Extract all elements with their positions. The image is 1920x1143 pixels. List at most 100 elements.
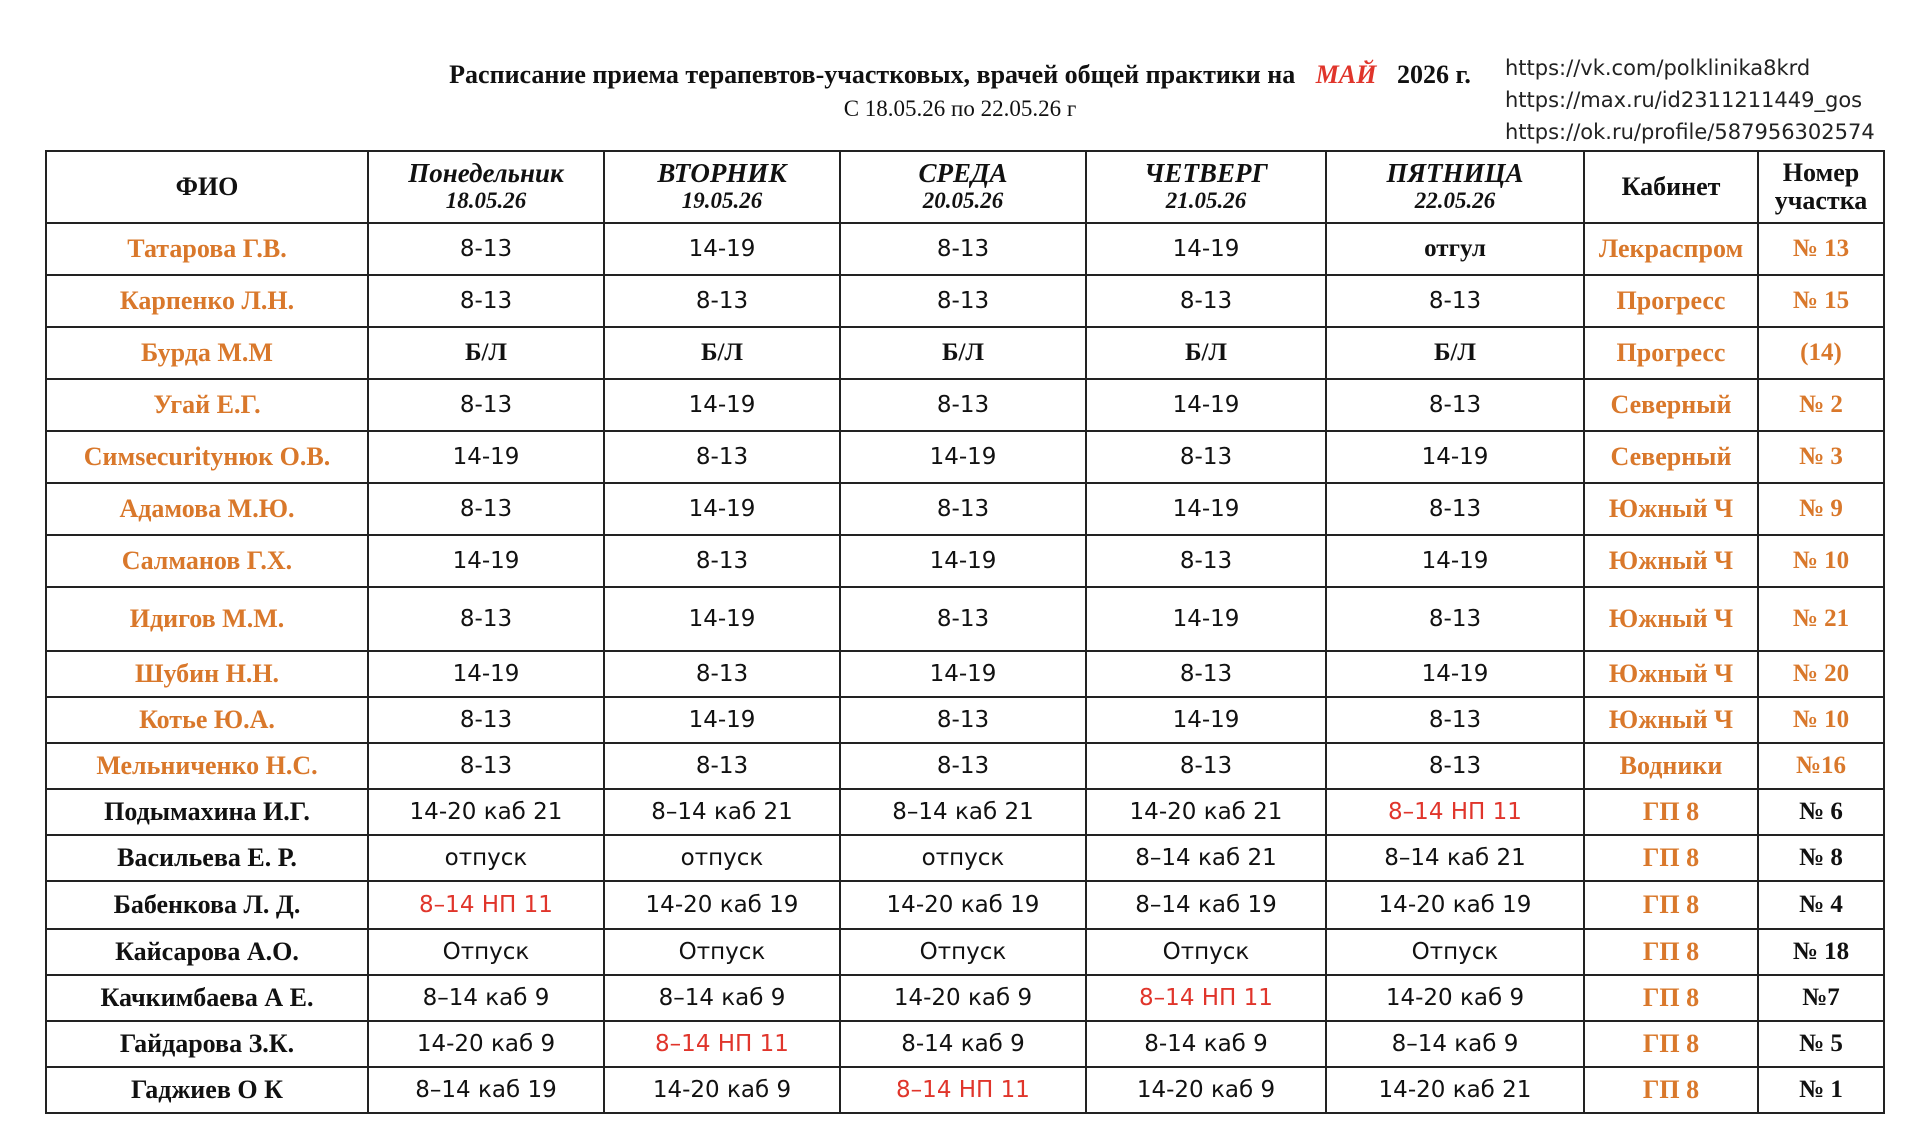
schedule-cell: 14-20 каб 19 bbox=[1325, 880, 1585, 930]
schedule-cell: 14-19 bbox=[603, 222, 841, 276]
cabinet-cell: Прогресс bbox=[1583, 326, 1759, 380]
schedule-cell: 8-13 bbox=[1325, 696, 1585, 744]
schedule-cell: 8-13 bbox=[839, 586, 1087, 652]
cabinet-cell: ГП 8 bbox=[1583, 880, 1759, 930]
doctor-name: Васильева Е. Р. bbox=[45, 834, 369, 882]
social-links: https://vk.com/polklinika8krd https://ma… bbox=[1505, 52, 1915, 148]
table-row: Котье Ю.А. 8-13 14-19 8-13 14-19 8-13 Южный Ч №… bbox=[45, 696, 1885, 744]
district-cell: № 2 bbox=[1757, 378, 1885, 432]
doctor-name: Кайсарова А.О. bbox=[45, 928, 369, 976]
table-row: Качкимбаева А Е. 8–14 каб 9 8–14 каб 9 14-2… bbox=[45, 974, 1885, 1022]
schedule-cell: 14-20 каб 21 bbox=[367, 788, 605, 836]
schedule-cell: Отпуск bbox=[839, 928, 1087, 976]
schedule-cell: 14-19 bbox=[839, 534, 1087, 588]
schedule-cell: 8-13 bbox=[1325, 482, 1585, 536]
schedule-cell: 8-13 bbox=[367, 222, 605, 276]
doctor-name: Симsecurityнюк О.В. bbox=[45, 430, 369, 484]
district-cell: № 21 bbox=[1757, 586, 1885, 652]
district-cell: № 10 bbox=[1757, 534, 1885, 588]
schedule-cell: 8-13 bbox=[367, 586, 605, 652]
schedule-cell: 14-20 каб 9 bbox=[839, 974, 1087, 1022]
district-cell: № 20 bbox=[1757, 650, 1885, 698]
schedule-cell: 8-13 bbox=[1085, 534, 1327, 588]
schedule-cell: Б/Л bbox=[603, 326, 841, 380]
doctor-name: Адамова М.Ю. bbox=[45, 482, 369, 536]
schedule-cell: 14-19 bbox=[1325, 430, 1585, 484]
schedule-cell: 14-19 bbox=[839, 430, 1087, 484]
schedule-cell: 8-13 bbox=[367, 378, 605, 432]
col-day-header: ПЯТНИЦА 22.05.26 bbox=[1325, 150, 1585, 224]
cabinet-cell: Прогресс bbox=[1583, 274, 1759, 328]
schedule-cell: 8-13 bbox=[839, 222, 1087, 276]
schedule-cell: 14-19 bbox=[1085, 586, 1327, 652]
schedule-cell: 14-19 bbox=[367, 430, 605, 484]
title-prefix: Расписание приема терапевтов-участковых,… bbox=[449, 60, 1296, 89]
page-title: Расписание приема терапевтов-участковых,… bbox=[0, 60, 1920, 90]
district-cell: № 18 bbox=[1757, 928, 1885, 976]
doctor-name: Бабенкова Л. Д. bbox=[45, 880, 369, 930]
schedule-cell: 8-14 каб 9 bbox=[839, 1020, 1087, 1068]
cabinet-cell: ГП 8 bbox=[1583, 788, 1759, 836]
table-row: Карпенко Л.Н. 8-13 8-13 8-13 8-13 8-13 Прогрес… bbox=[45, 274, 1885, 328]
table-row: Угай Е.Г. 8-13 14-19 8-13 14-19 8-13 Северный №… bbox=[45, 378, 1885, 432]
schedule-cell: отгул bbox=[1325, 222, 1585, 276]
col-district-header: Номер участка bbox=[1757, 150, 1885, 224]
schedule-cell: Б/Л bbox=[1325, 326, 1585, 380]
schedule-cell: 8-13 bbox=[1325, 742, 1585, 790]
header-row: ФИО Понедельник 18.05.26 ВТОРНИК 19.05.26 … bbox=[45, 150, 1885, 224]
schedule-cell: 8–14 НП 11 bbox=[367, 880, 605, 930]
table-row: Симsecurityнюк О.В. 14-19 8-13 14-19 8-13 14-… bbox=[45, 430, 1885, 484]
schedule-cell: 14-19 bbox=[1085, 482, 1327, 536]
schedule-cell: 8-13 bbox=[1085, 650, 1327, 698]
cabinet-cell: Северный bbox=[1583, 430, 1759, 484]
district-cell: № 8 bbox=[1757, 834, 1885, 882]
page-subtitle: С 18.05.26 по 22.05.26 г bbox=[843, 96, 1077, 121]
district-cell: № 1 bbox=[1757, 1066, 1885, 1114]
doctor-name: Шубин Н.Н. bbox=[45, 650, 369, 698]
table-row: Татарова Г.В. 8-13 14-19 8-13 14-19 отгул Лекр… bbox=[45, 222, 1885, 276]
schedule-cell: 8–14 НП 11 bbox=[603, 1020, 841, 1068]
col-day-header: ЧЕТВЕРГ 21.05.26 bbox=[1085, 150, 1327, 224]
col-cabinet-header: Кабинет bbox=[1583, 150, 1759, 224]
schedule-cell: 8–14 каб 21 bbox=[839, 788, 1087, 836]
schedule-cell: 14-19 bbox=[603, 696, 841, 744]
link-max[interactable]: https://max.ru/id2311211449_gos bbox=[1505, 88, 1863, 112]
schedule-cell: 14-19 bbox=[1325, 534, 1585, 588]
schedule-cell: 8-13 bbox=[367, 696, 605, 744]
schedule-cell: 8–14 НП 11 bbox=[839, 1066, 1087, 1114]
schedule-table: ФИО Понедельник 18.05.26 ВТОРНИК 19.05.26 … bbox=[45, 150, 1885, 1114]
schedule-body: Татарова Г.В. 8-13 14-19 8-13 14-19 отгул Лекр… bbox=[45, 222, 1885, 1114]
table-row: Салманов Г.Х. 14-19 8-13 14-19 8-13 14-19 Южны… bbox=[45, 534, 1885, 588]
district-cell: № 6 bbox=[1757, 788, 1885, 836]
schedule-cell: 8-13 bbox=[603, 534, 841, 588]
schedule-cell: 14-20 каб 21 bbox=[1325, 1066, 1585, 1114]
district-cell: № 15 bbox=[1757, 274, 1885, 328]
link-ok[interactable]: https://ok.ru/profile/587956302574 bbox=[1505, 120, 1875, 144]
schedule-cell: 14-20 каб 9 bbox=[1325, 974, 1585, 1022]
schedule-cell: 14-20 каб 19 bbox=[839, 880, 1087, 930]
schedule-cell: 8–14 каб 9 bbox=[1325, 1020, 1585, 1068]
schedule-cell: 8-14 каб 9 bbox=[1085, 1020, 1327, 1068]
schedule-cell: 8-13 bbox=[1325, 378, 1585, 432]
table-row: Бабенкова Л. Д. 8–14 НП 11 14-20 каб 19 14-… bbox=[45, 880, 1885, 930]
doctor-name: Идигов М.М. bbox=[45, 586, 369, 652]
district-cell: № 4 bbox=[1757, 880, 1885, 930]
schedule-cell: 14-19 bbox=[603, 586, 841, 652]
cabinet-cell: ГП 8 bbox=[1583, 1066, 1759, 1114]
schedule-cell: 14-20 каб 9 bbox=[367, 1020, 605, 1068]
schedule-cell: отпуск bbox=[603, 834, 841, 882]
schedule-cell: 8–14 НП 11 bbox=[1325, 788, 1585, 836]
schedule-cell: Отпуск bbox=[1325, 928, 1585, 976]
schedule-cell: 14-19 bbox=[1085, 378, 1327, 432]
schedule-cell: 8-13 bbox=[1085, 742, 1327, 790]
link-vk[interactable]: https://vk.com/polklinika8krd bbox=[1505, 56, 1811, 80]
district-cell: №16 bbox=[1757, 742, 1885, 790]
schedule-cell: 14-19 bbox=[1085, 696, 1327, 744]
district-cell: № 9 bbox=[1757, 482, 1885, 536]
table-row: Идигов М.М. 8-13 14-19 8-13 14-19 8-13 Южный Ч… bbox=[45, 586, 1885, 652]
schedule-cell: 8-13 bbox=[839, 482, 1087, 536]
schedule-cell: 8-13 bbox=[839, 378, 1087, 432]
schedule-cell: Б/Л bbox=[839, 326, 1087, 380]
cabinet-cell: Южный Ч bbox=[1583, 482, 1759, 536]
cabinet-cell: ГП 8 bbox=[1583, 834, 1759, 882]
